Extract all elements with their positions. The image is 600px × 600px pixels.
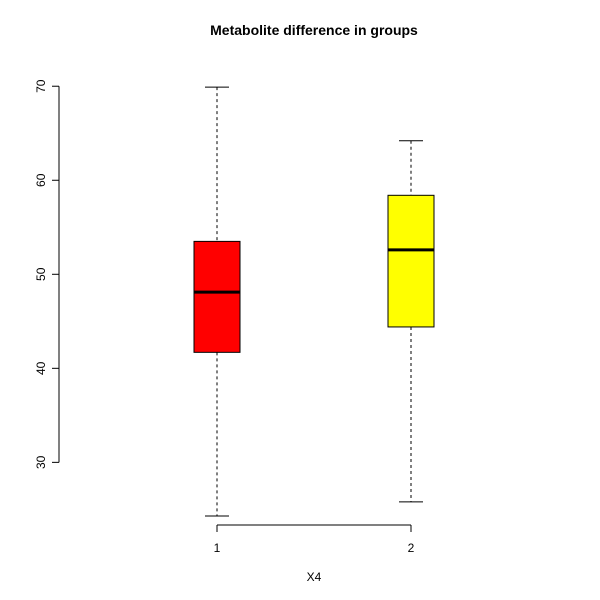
y-tick-label: 50 xyxy=(34,267,48,281)
y-tick-label: 30 xyxy=(34,455,48,469)
x-tick-label: 1 xyxy=(214,541,221,555)
y-tick-label: 70 xyxy=(34,79,48,93)
x-tick-label: 2 xyxy=(408,541,415,555)
y-tick-label: 40 xyxy=(34,361,48,375)
boxes-group xyxy=(193,86,435,517)
box xyxy=(193,240,241,353)
y-axis: 30 40 50 60 70 xyxy=(34,79,60,469)
x-axis-label: X4 xyxy=(307,570,322,584)
box-group-1 xyxy=(193,86,241,517)
y-tick-label: 60 xyxy=(34,173,48,187)
box xyxy=(387,194,435,328)
chart-title: Metabolite difference in groups xyxy=(210,22,418,38)
box-group-2 xyxy=(387,140,435,503)
